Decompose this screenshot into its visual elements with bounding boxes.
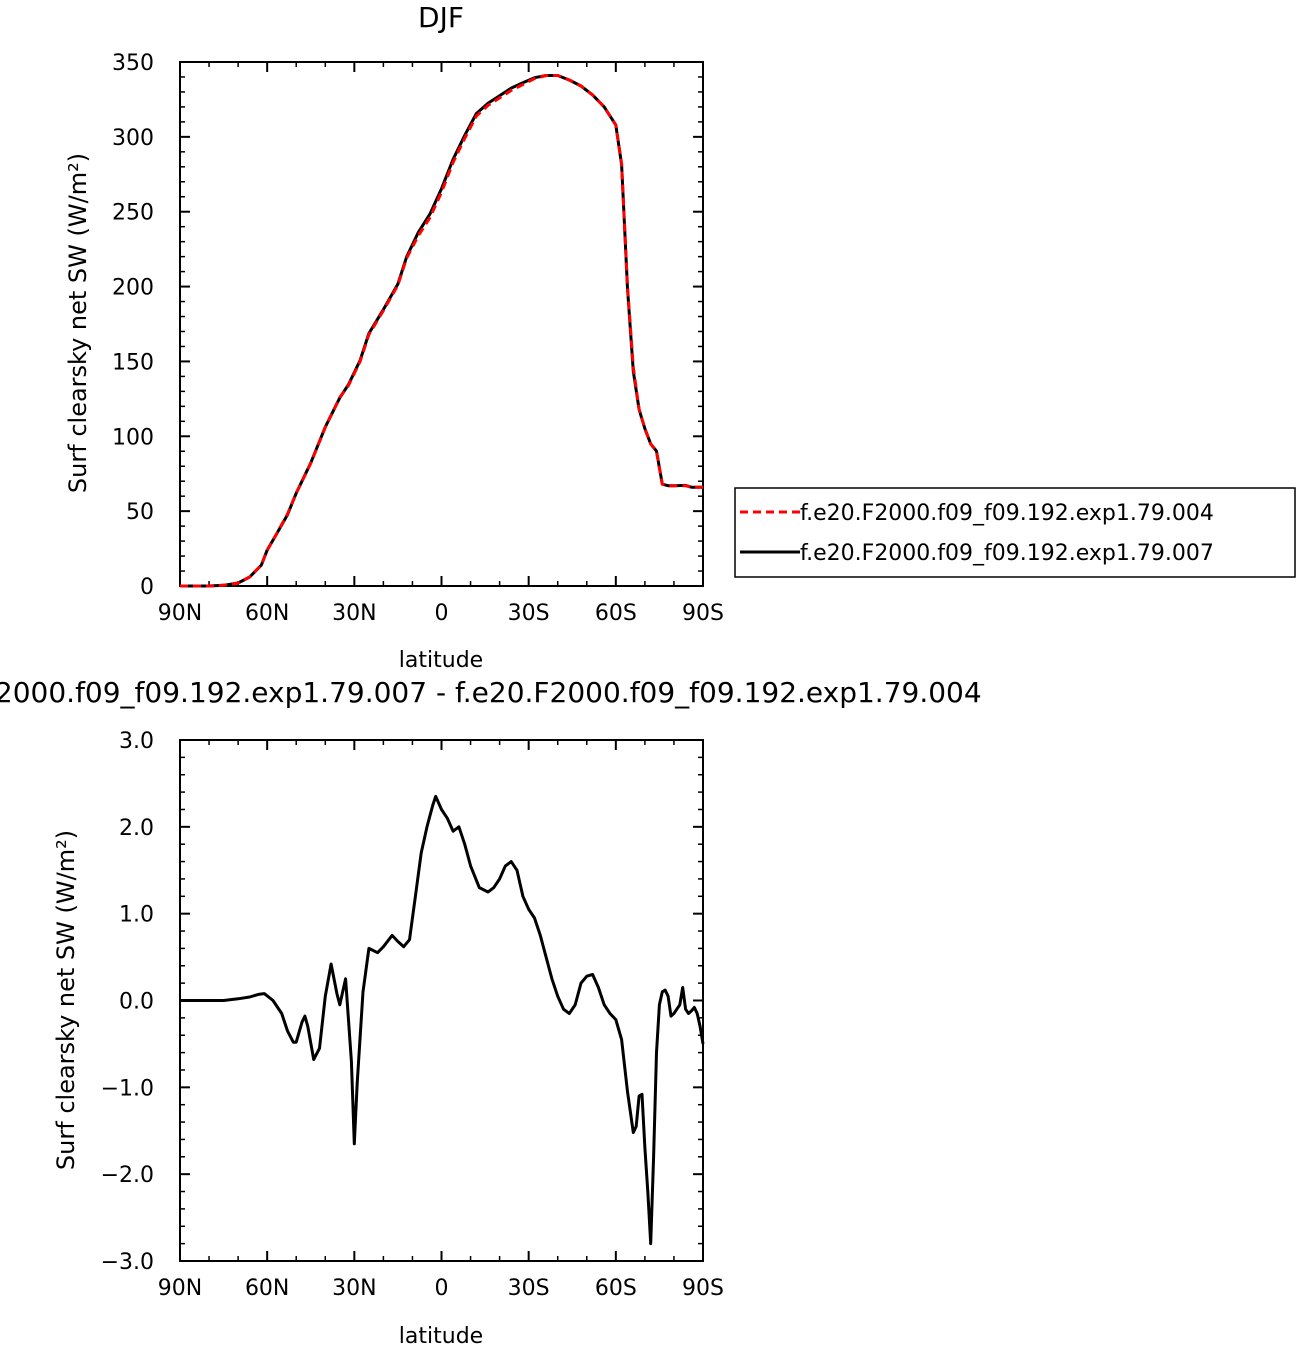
y-axis-label: Surf clearsky net SW (W/m²) (64, 153, 92, 493)
y-tick-label: 150 (112, 350, 154, 375)
x-axis-label: latitude (399, 648, 483, 673)
bottom-plot-area: 90N 60N 30N 0 30S 60S 90S −3.0 −2.0 −1.0 0.0 1.0 2.0… (101, 729, 724, 1301)
series-line-1 (180, 74, 703, 588)
x-tick-label: 0 (435, 1276, 449, 1301)
top-panel: DJF 90N 60N 30N 0 30S 60S 90S 0 50 100 150 200 250 30… (64, 1, 724, 673)
y-tick-label: 0 (140, 575, 154, 600)
y-tick-label: 200 (112, 276, 154, 301)
chart-title: DJF (418, 1, 464, 34)
x-tick-label: 60S (595, 601, 637, 626)
x-tick-label: 30S (508, 601, 550, 626)
x-tick-label: 30S (508, 1276, 550, 1301)
x-tick-label: 60N (245, 601, 289, 626)
y-tick-label: 100 (112, 425, 154, 450)
y-tick-label: −2.0 (101, 1163, 154, 1188)
y-tick-label: 3.0 (119, 729, 154, 754)
series-line-0 (180, 794, 705, 1246)
x-tick-label: 90S (682, 601, 724, 626)
top-plot-area: 90N 60N 30N 0 30S 60S 90S 0 50 100 150 200 250 300 350 (112, 51, 724, 626)
x-tick-label: 30N (332, 1276, 376, 1301)
y-tick-label: 300 (112, 126, 154, 151)
x-tick-label: 30N (332, 601, 376, 626)
x-tick-label: 90S (682, 1276, 724, 1301)
y-tick-label: −1.0 (101, 1076, 154, 1101)
x-axis-label: latitude (399, 1324, 483, 1349)
y-tick-label: −3.0 (101, 1250, 154, 1275)
y-tick-label: 50 (126, 500, 154, 525)
y-axis-label: Surf clearsky net SW (W/m²) (52, 830, 80, 1170)
x-tick-label: 90N (158, 601, 202, 626)
legend-entry-007: f.e20.F2000.f09_f09.192.exp1.79.007 (800, 541, 1214, 566)
y-tick-label: 2.0 (119, 816, 154, 841)
plot-frame (179, 739, 704, 1262)
y-tick-label: 350 (112, 51, 154, 76)
difference-title: f.e20.F2000.f09_f09.192.exp1.79.007 - f.… (0, 676, 982, 709)
plot-frame (179, 61, 704, 587)
legend-box (734, 487, 1296, 578)
x-tick-label: 60S (595, 1276, 637, 1301)
legend: f.e20.F2000.f09_f09.192.exp1.79.004 f.e2… (734, 487, 1296, 578)
x-tick-label: 60N (245, 1276, 289, 1301)
y-tick-label: 1.0 (119, 903, 154, 928)
x-tick-label: 0 (435, 601, 449, 626)
y-tick-label: 0.0 (119, 990, 154, 1015)
y-tick-label: 250 (112, 201, 154, 226)
legend-entry-004: f.e20.F2000.f09_f09.192.exp1.79.004 (800, 501, 1214, 526)
bottom-panel: f.e20.F2000.f09_f09.192.exp1.79.007 - f.… (0, 676, 982, 1349)
series-line-0 (180, 74, 703, 588)
x-tick-label: 90N (158, 1276, 202, 1301)
